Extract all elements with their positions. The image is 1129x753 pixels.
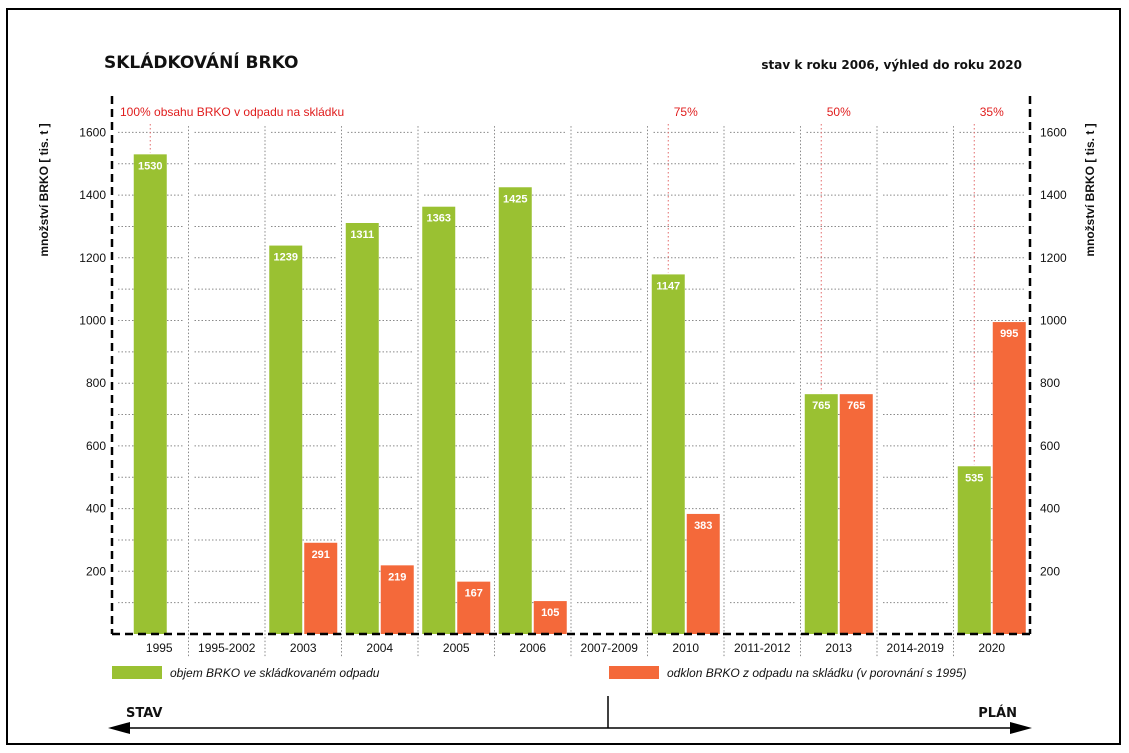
bar-orange-2020 <box>992 322 1026 634</box>
legend-swatch-green <box>112 666 162 679</box>
legend-label-orange: odklon BRKO z odpadu na skládku (v porov… <box>667 666 967 680</box>
x-tick-label: 2014-2019 <box>887 641 945 655</box>
bar-green-2006 <box>498 187 532 634</box>
timeline-arrow-left <box>108 722 130 734</box>
bar-value-label: 219 <box>388 571 406 583</box>
y-tick-right: 200 <box>1040 564 1060 578</box>
chart-title: SKLÁDKOVÁNÍ BRKO <box>104 51 298 73</box>
bar-orange-2003 <box>304 542 338 634</box>
legend: objem BRKO ve skládkovaném odpadu odklon… <box>112 666 967 680</box>
category-labels: 1995 1995-2002 2003 2004 2005 2006 2007-2009 20… <box>146 641 1006 655</box>
bar-value-label: 383 <box>694 520 712 532</box>
bar-green-2010 <box>651 274 685 634</box>
percent-guide-lines <box>149 124 975 465</box>
bar-green-1995 <box>133 154 167 634</box>
tick-labels: 200 200 400 400 600 600 800 800 1000 1000 1200 1200… <box>79 125 1067 578</box>
y-tick-left: 600 <box>86 439 106 453</box>
y-tick-right: 1400 <box>1040 188 1067 202</box>
bar-orange-2013 <box>839 394 873 634</box>
x-tick-label: 2006 <box>519 641 546 655</box>
bar-green-2003 <box>269 245 303 635</box>
percent-annotation: 100% obsahu BRKO v odpadu na skládku <box>120 105 344 119</box>
legend-label-green: objem BRKO ve skládkovaném odpadu <box>170 666 380 680</box>
bar-value-label: 765 <box>812 400 830 412</box>
percent-annotation: 75% <box>674 105 698 119</box>
y-tick-right: 1600 <box>1040 125 1067 139</box>
bar-orange-2004 <box>380 565 414 634</box>
bars <box>133 154 1026 635</box>
percent-annotations: 100% obsahu BRKO v odpadu na skládku 75% 5… <box>120 105 1004 119</box>
timeline-label-stav: STAV <box>126 706 162 721</box>
bar-orange-2005 <box>457 581 491 634</box>
y-tick-left: 1000 <box>79 314 106 328</box>
bar-green-2004 <box>345 223 379 634</box>
bar-value-label: 1311 <box>350 229 374 241</box>
bar-value-label: 765 <box>847 400 865 412</box>
bar-green-2013 <box>804 394 838 634</box>
y-axis-title-left: množství BRKO [ tis. t ] <box>37 123 51 256</box>
x-tick-label: 2020 <box>978 641 1005 655</box>
bar-green-2005 <box>422 206 456 634</box>
bar-value-label: 1239 <box>274 252 298 264</box>
y-tick-right: 400 <box>1040 502 1060 516</box>
y-tick-left: 200 <box>86 564 106 578</box>
y-axis-title-right: množství BRKO [ tis. t ] <box>1083 123 1097 256</box>
bar-value-label: 105 <box>541 607 559 619</box>
y-tick-left: 1400 <box>79 188 106 202</box>
chart-subtitle: stav k roku 2006, výhled do roku 2020 <box>761 58 1022 72</box>
y-tick-left: 1200 <box>79 251 106 265</box>
y-tick-right: 800 <box>1040 376 1060 390</box>
x-tick-label: 2011-2012 <box>734 641 791 655</box>
bar-orange-2006 <box>533 601 567 634</box>
legend-swatch-orange <box>609 666 659 679</box>
x-tick-label: 1995 <box>146 641 173 655</box>
bar-value-label: 1425 <box>503 193 527 205</box>
x-tick-label: 2004 <box>366 641 393 655</box>
bar-value-label: 995 <box>1000 328 1018 340</box>
y-tick-left: 1600 <box>79 125 106 139</box>
percent-annotation: 35% <box>980 105 1004 119</box>
x-tick-label: 1995-2002 <box>198 641 256 655</box>
x-tick-label: 2005 <box>443 641 470 655</box>
timeline-label-plan: PLÁN <box>978 705 1017 721</box>
bar-value-labels: 1530 1239 291 1311 219 1363 167 1425 105 1147 383 7… <box>138 160 1018 619</box>
grid-lines <box>118 126 1024 658</box>
y-tick-right: 600 <box>1040 439 1060 453</box>
bar-orange-2010 <box>686 513 720 634</box>
y-tick-left: 800 <box>86 376 106 390</box>
timeline: STAV PLÁN <box>108 696 1032 734</box>
chart-canvas: SKLÁDKOVÁNÍ BRKO stav k roku 2006, výhle… <box>37 51 1097 734</box>
timeline-arrow-right <box>1010 722 1032 734</box>
x-tick-label: 2007-2009 <box>581 641 639 655</box>
bar-value-label: 291 <box>312 549 330 561</box>
x-tick-label: 2013 <box>825 641 852 655</box>
y-tick-right: 1000 <box>1040 314 1067 328</box>
bar-value-label: 1530 <box>138 160 162 172</box>
x-tick-label: 2003 <box>290 641 317 655</box>
bar-green-2020 <box>957 466 991 634</box>
bar-value-label: 167 <box>465 588 483 600</box>
y-tick-left: 400 <box>86 502 106 516</box>
bar-value-label: 1147 <box>656 280 680 292</box>
x-tick-label: 2010 <box>672 641 699 655</box>
y-tick-right: 1200 <box>1040 251 1067 265</box>
axes <box>110 96 1032 636</box>
bar-value-label: 535 <box>965 472 983 484</box>
chart-frame: SKLÁDKOVÁNÍ BRKO stav k roku 2006, výhle… <box>6 8 1121 745</box>
bar-value-label: 1363 <box>427 213 451 225</box>
percent-annotation: 50% <box>827 105 851 119</box>
